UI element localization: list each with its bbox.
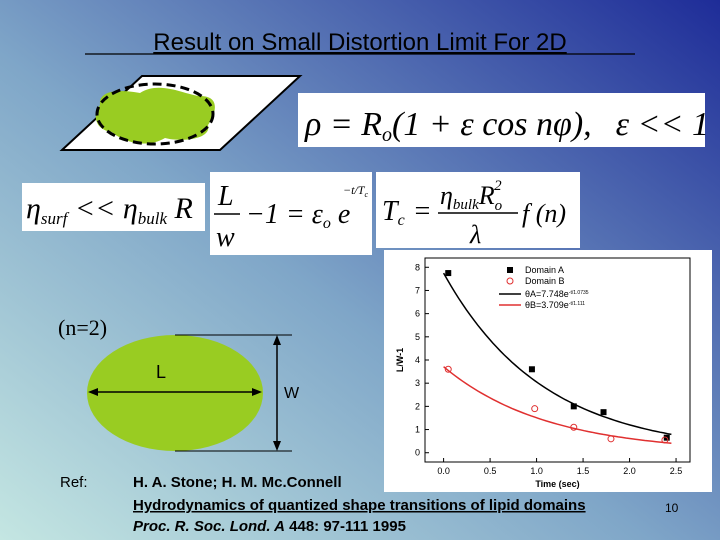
arrow-head <box>273 335 281 345</box>
point <box>570 423 578 431</box>
legend-fit-label: θB=3.709e-t/1.111 <box>525 300 585 310</box>
eq-exponent: −t/Tc <box>343 183 368 199</box>
slide-title: Result on Small Distortion Limit For 2D <box>153 29 566 56</box>
fit-exponent: -t/1.0735 <box>569 290 589 296</box>
fit-label: θB=3.709e <box>525 300 569 310</box>
equation-box <box>22 183 205 231</box>
point <box>570 403 577 410</box>
ref-part: Proc. R. Soc. Lond. A <box>133 518 285 535</box>
eq-part: bulk <box>453 197 479 213</box>
ref-part: : 97-111 1995 <box>314 518 406 535</box>
ref-part: 448 <box>289 518 314 535</box>
point <box>600 409 607 416</box>
equations: ρ = Ro(1 + ε cos nφ), ε << 1 ηsurf << ηbu… <box>22 93 709 255</box>
arrow-head <box>273 441 281 451</box>
x-tick-label: 2.0 <box>623 466 636 476</box>
x-tick-label: 1.5 <box>577 466 590 476</box>
equation: ηsurf << ηbulk R <box>26 192 193 228</box>
eq-part: η <box>26 192 41 225</box>
equation-box <box>298 93 705 147</box>
legend-label: Domain A <box>525 265 564 275</box>
equation: ρ = Ro(1 + ε cos nφ), ε << 1 <box>304 106 709 146</box>
eq-part: f (n) <box>522 199 566 228</box>
y-tick-label: 7 <box>415 285 420 295</box>
eq-part: η <box>440 181 453 210</box>
circle-outline <box>95 82 215 146</box>
mode-label: (n=2) <box>58 315 107 340</box>
eq-part: ε << 1 <box>616 106 709 143</box>
eq-part: surf <box>41 209 70 228</box>
ref-authors: H. A. Stone; H. M. Mc.Connell <box>133 474 342 491</box>
x-tick-label: 0.0 <box>437 466 450 476</box>
arrow-head <box>88 388 98 396</box>
equation-box <box>376 172 580 248</box>
width-label: W <box>284 385 300 402</box>
x-tick-label: 1.0 <box>530 466 543 476</box>
page-number: 10 <box>665 501 679 515</box>
ref-label: Ref: <box>60 474 88 491</box>
point <box>531 405 539 413</box>
fit-exponent: -t/1.111 <box>569 301 585 307</box>
eq-denominator: w <box>216 222 235 253</box>
eq-part: o <box>323 215 331 232</box>
y-tick-label: 1 <box>415 425 420 435</box>
equation: −1 = εo e <box>246 199 350 232</box>
eq-numerator: L <box>217 181 234 212</box>
eq-part: −1 = ε <box>246 199 323 230</box>
y-axis-label: L/W-1 <box>395 348 405 372</box>
point <box>661 436 669 444</box>
eq-part: R <box>478 181 495 210</box>
eq-part: c <box>364 190 368 199</box>
y-tick-label: 8 <box>415 262 420 272</box>
ref-paper: Hydrodynamics of quantized shape transit… <box>133 497 586 514</box>
chart-background <box>384 250 712 492</box>
eq-part: = <box>413 196 432 227</box>
y-tick-label: 0 <box>415 448 420 458</box>
eq-part: ρ = R <box>304 106 382 143</box>
fit-curve <box>442 272 672 436</box>
x-axis-label: Time (sec) <box>535 479 579 489</box>
length-label: L <box>156 362 166 382</box>
y-tick-label: 4 <box>415 355 420 365</box>
eq-part: R <box>167 192 193 225</box>
y-tick-label: 3 <box>415 378 420 388</box>
legend-fit-label: θA=7.748e-t/1.0735 <box>525 289 589 299</box>
x-tick-label: 2.5 <box>670 466 683 476</box>
equation: Tc = <box>382 196 432 229</box>
legend-marker <box>507 267 513 273</box>
eq-part: T <box>382 196 400 227</box>
point <box>607 435 615 443</box>
fit-curve <box>443 366 672 444</box>
eq-part: o <box>382 124 392 146</box>
eq-numerator: ηbulkRo 2 <box>440 178 503 214</box>
eq-part: bulk <box>138 209 168 228</box>
legend-label: Domain B <box>525 276 565 286</box>
domain-blob <box>95 87 215 144</box>
eq-denominator: λ <box>469 220 481 249</box>
eq-part: (1 + ε cos nφ), <box>392 106 592 143</box>
eq-part: −t/T <box>343 183 366 197</box>
y-tick-label: 6 <box>415 309 420 319</box>
arrow-head <box>252 388 262 396</box>
ellipse-domain <box>87 335 263 451</box>
eq-part: e <box>331 199 350 230</box>
point <box>445 270 452 277</box>
point <box>528 366 535 373</box>
chart: 0 1 2 3 4 5 6 7 8 0.0 0.5 1.0 1.5 2.0 2.5 Time (sec) L/W… <box>384 250 712 492</box>
eq-part: << η <box>67 192 137 225</box>
ref-journal: Proc. R. Soc. Lond. A 448: 97-111 1995 <box>133 518 406 535</box>
y-tick-label: 2 <box>415 401 420 411</box>
legend-marker <box>506 277 514 285</box>
y-tick-label: 5 <box>415 332 420 342</box>
fit-label: θA=7.748e <box>525 289 569 299</box>
point <box>444 365 452 373</box>
eq-part: c <box>398 212 405 229</box>
eq-part: 2 <box>494 178 502 194</box>
x-tick-label: 0.5 <box>484 466 497 476</box>
eq-part: o <box>495 198 503 214</box>
